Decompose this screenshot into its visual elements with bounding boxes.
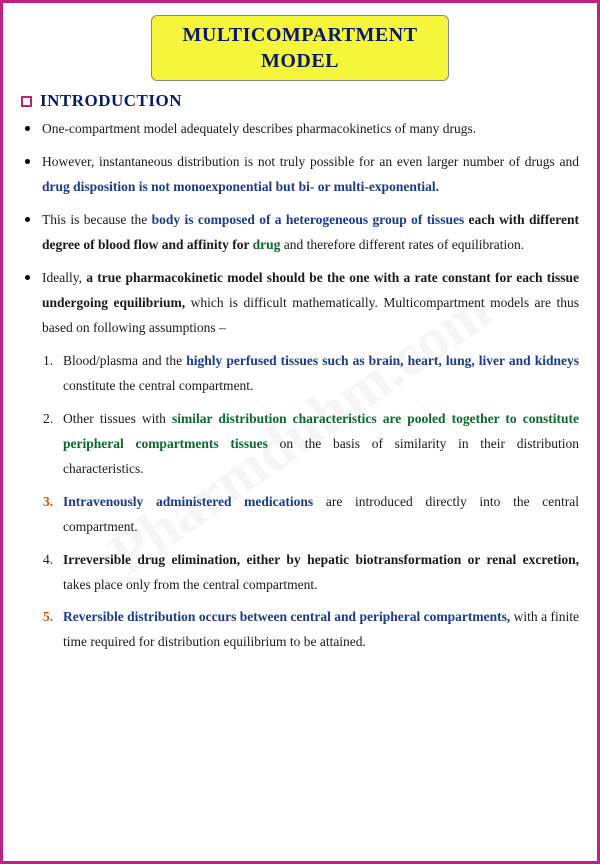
bullet-text: One-compartment model adequately describ…: [42, 117, 579, 142]
bullet-text: However, instantaneous distribution is n…: [42, 150, 579, 200]
title-line1: MULTICOMPARTMENT: [182, 22, 417, 48]
bullet-dot-icon: [25, 217, 30, 222]
title-line2: MODEL: [182, 48, 417, 74]
section-header: INTRODUCTION: [21, 91, 579, 111]
numbered-item: 5.Reversible distribution occurs between…: [43, 605, 579, 655]
number-label: 4.: [43, 548, 63, 598]
numbered-text: Blood/plasma and the highly perfused tis…: [63, 349, 579, 399]
number-label: 1.: [43, 349, 63, 399]
bullet-dot-icon: [25, 275, 30, 280]
title-box: MULTICOMPARTMENT MODEL: [151, 15, 448, 81]
number-label: 3.: [43, 490, 63, 540]
numbered-item: 2.Other tissues with similar distributio…: [43, 407, 579, 482]
bullet-item: This is because the body is composed of …: [25, 208, 579, 258]
bullet-text: Ideally, a true pharmacokinetic model sh…: [42, 266, 579, 341]
bullet-item: One-compartment model adequately describ…: [25, 117, 579, 142]
numbered-text: Other tissues with similar distribution …: [63, 407, 579, 482]
bullet-item: Ideally, a true pharmacokinetic model sh…: [25, 266, 579, 341]
numbered-text: Reversible distribution occurs between c…: [63, 605, 579, 655]
numbered-item: 4.Irreversible drug elimination, either …: [43, 548, 579, 598]
bullet-text: This is because the body is composed of …: [42, 208, 579, 258]
document-page: Pharmduhm.com MULTICOMPARTMENT MODEL INT…: [0, 0, 600, 864]
numbered-item: 3.Intravenously administered medications…: [43, 490, 579, 540]
section-title: INTRODUCTION: [40, 91, 182, 111]
numbered-item: 1.Blood/plasma and the highly perfused t…: [43, 349, 579, 399]
bullet-item: However, instantaneous distribution is n…: [25, 150, 579, 200]
square-bullet-icon: [21, 96, 32, 107]
bullet-dot-icon: [25, 126, 30, 131]
numbered-text: Irreversible drug elimination, either by…: [63, 548, 579, 598]
number-label: 5.: [43, 605, 63, 655]
number-label: 2.: [43, 407, 63, 482]
bullet-list: One-compartment model adequately describ…: [21, 117, 579, 341]
bullet-dot-icon: [25, 159, 30, 164]
numbered-list: 1.Blood/plasma and the highly perfused t…: [21, 349, 579, 656]
numbered-text: Intravenously administered medications a…: [63, 490, 579, 540]
